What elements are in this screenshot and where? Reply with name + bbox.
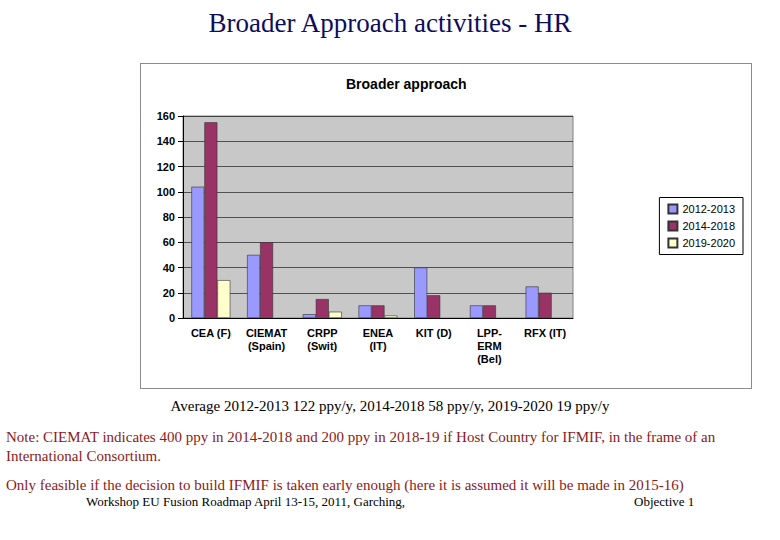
svg-text:(Bel): (Bel)	[477, 353, 502, 365]
svg-text:40: 40	[163, 262, 175, 274]
svg-text:ENEA: ENEA	[363, 327, 394, 339]
svg-text:CIEMAT: CIEMAT	[246, 327, 288, 339]
html-text:Average 2012-2013 122 ppy/y, 2: Average 2012-2013 122 ppy/y, 2014-2018 5…	[170, 398, 610, 414]
svg-text:60: 60	[163, 236, 175, 248]
svg-text:2012-2013: 2012-2013	[682, 203, 735, 215]
svg-text:2019-2020: 2019-2020	[682, 237, 735, 249]
svg-text:(Spain): (Spain)	[248, 340, 286, 352]
svg-text:CRPP: CRPP	[307, 327, 338, 339]
html-text:Workshop EU Fusion Roadmap Apr: Workshop EU Fusion Roadmap April 13-15, …	[86, 494, 406, 509]
svg-text:(Swit): (Swit)	[307, 340, 337, 352]
svg-text:2014-2018: 2014-2018	[682, 220, 735, 232]
svg-text:80: 80	[163, 211, 175, 223]
svg-text:Broader approach: Broader approach	[346, 76, 467, 92]
html-text:Only feasible if the decision: Only feasible if the decision to build I…	[6, 477, 684, 493]
svg-text:RFX (IT): RFX (IT)	[524, 327, 566, 339]
svg-text:KIT (D): KIT (D)	[416, 327, 452, 339]
svg-text:(IT): (IT)	[369, 340, 386, 352]
svg-text:ERM: ERM	[477, 340, 501, 352]
svg-text:0: 0	[169, 312, 175, 324]
html-text:Note: CIEMAT indicates 400 ppy: Note: CIEMAT indicates 400 ppy in 2014-2…	[6, 429, 716, 464]
svg-text:100: 100	[157, 186, 175, 198]
svg-text:140: 140	[157, 135, 175, 147]
svg-text:160: 160	[157, 110, 175, 122]
svg-text:CEA (F): CEA (F)	[191, 327, 231, 339]
html-text:Objective 1: Objective 1	[634, 494, 695, 509]
svg-text:20: 20	[163, 287, 175, 299]
svg-text:LPP-: LPP-	[477, 327, 502, 339]
svg-text:120: 120	[157, 161, 175, 173]
html-text:Broader Approach activities -: Broader Approach activities - HR	[208, 8, 572, 38]
